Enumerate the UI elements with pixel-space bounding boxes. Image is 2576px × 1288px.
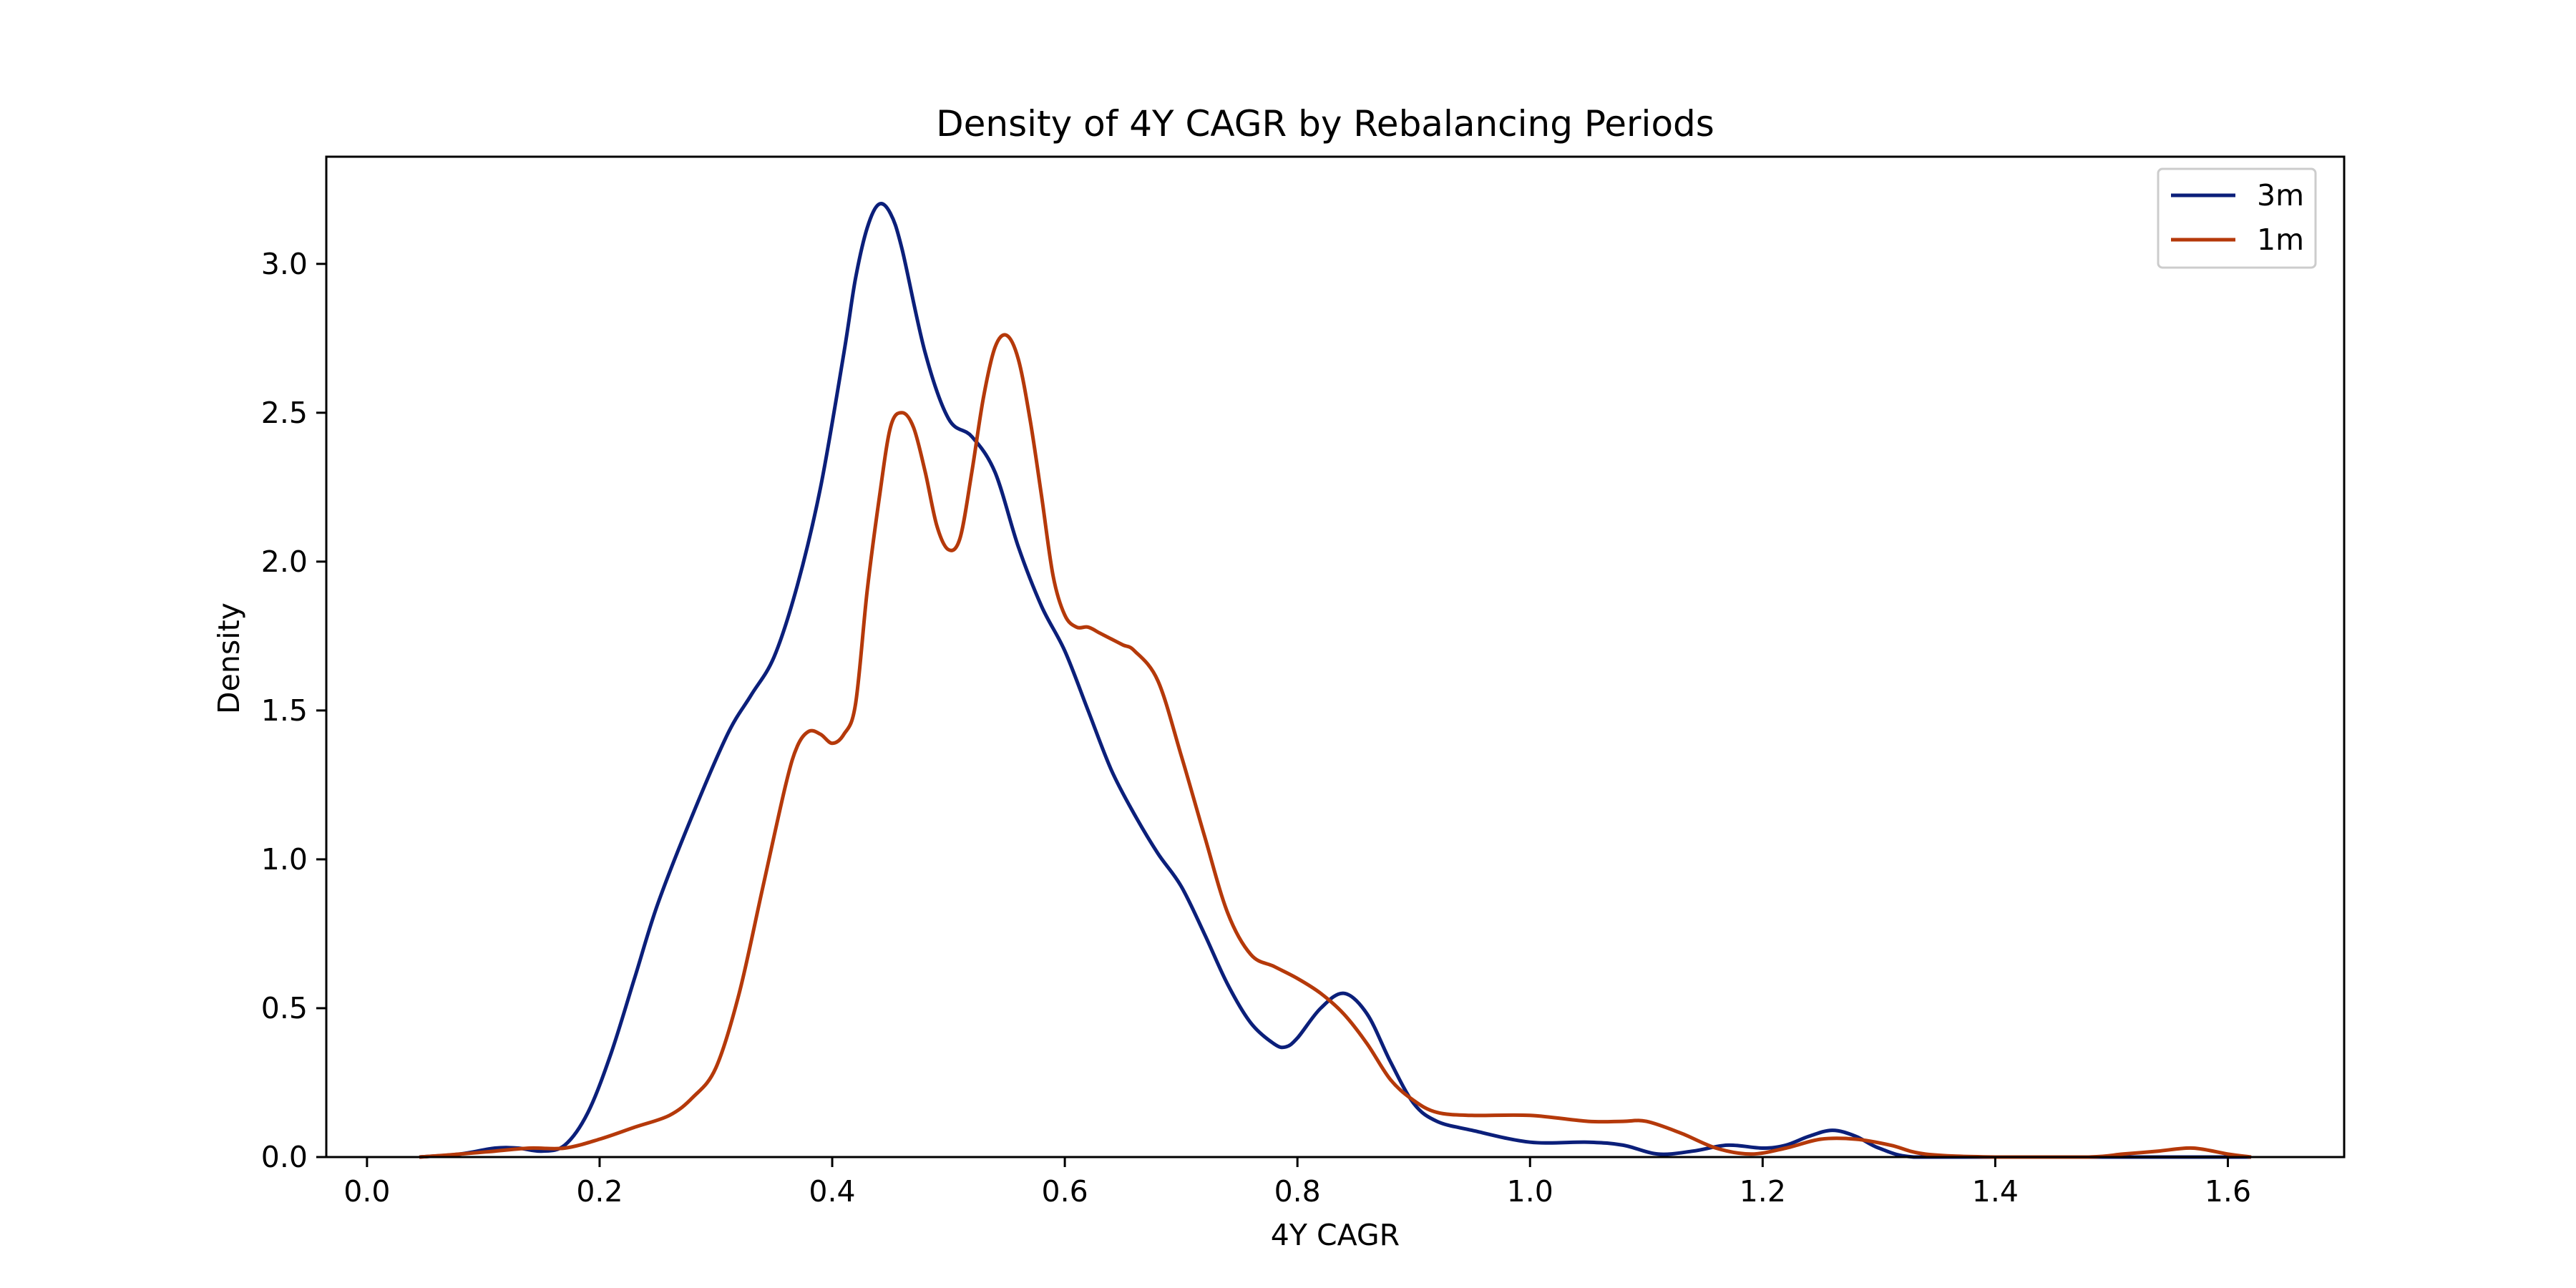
x-tick-label: 0.2 [576,1174,623,1209]
y-axis: 0.0 0.5 1.0 1.5 2.0 2.5 3.0 [261,247,326,1174]
legend-label-1m: 1m [2257,223,2304,257]
x-axis: 0.0 0.2 0.4 0.6 0.8 1.0 1.2 1.4 1.6 [343,1157,2251,1209]
x-tick-label: 0.6 [1041,1174,1088,1209]
legend-label-3m: 3m [2257,178,2304,213]
x-tick-label: 1.0 [1507,1174,1553,1209]
y-tick-label: 1.5 [261,693,308,728]
y-tick-label: 0.5 [261,991,308,1025]
x-tick-label: 1.2 [1740,1174,1786,1209]
chart-title: Density of 4Y CAGR by Rebalancing Period… [936,103,1714,145]
y-tick-label: 2.0 [261,545,308,579]
plot-area [419,202,2252,1159]
x-tick-label: 0.8 [1274,1174,1321,1209]
y-tick-label: 1.0 [261,842,308,877]
series-line-1m [419,333,2252,1159]
y-tick-label: 0.0 [261,1140,308,1174]
plot-frame [325,155,2346,1158]
y-axis-label: Density [212,602,246,714]
x-tick-label: 1.4 [1972,1174,2019,1209]
y-tick-label: 2.5 [261,396,308,430]
x-axis-label: 4Y CAGR [1271,1218,1400,1252]
series-line-3m [419,202,2251,1159]
x-tick-label: 1.6 [2205,1174,2251,1209]
x-tick-label: 0.0 [343,1174,390,1209]
x-tick-label: 0.4 [809,1174,855,1209]
y-tick-label: 3.0 [261,247,308,281]
